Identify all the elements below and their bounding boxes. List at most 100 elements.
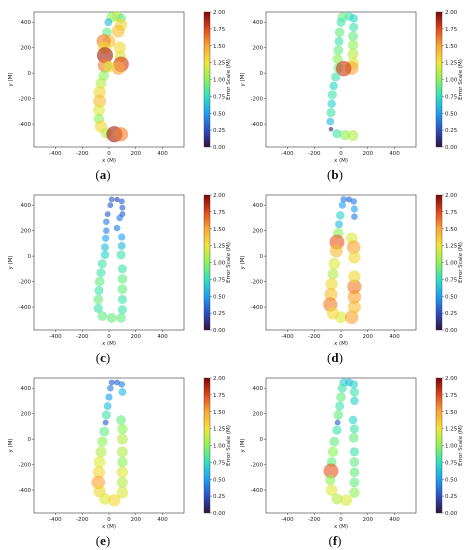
x-tick-label: 400 <box>389 334 400 340</box>
x-tick-label: -200 <box>308 151 321 157</box>
data-point <box>117 264 127 274</box>
data-point <box>335 311 347 324</box>
data-point <box>103 60 115 73</box>
data-point <box>325 474 336 486</box>
data-point <box>331 493 343 505</box>
data-point <box>329 81 338 91</box>
panel-caption: (b) <box>327 167 343 182</box>
x-tick-label: -200 <box>308 517 321 523</box>
data-point <box>118 388 127 396</box>
data-point <box>335 401 345 411</box>
data-point <box>111 61 126 75</box>
data-point <box>116 313 126 323</box>
data-point <box>340 494 353 507</box>
colorbar-tick-label: 1.00 <box>213 78 226 84</box>
data-point <box>338 201 346 209</box>
colorbar-tick-label: 1.50 <box>445 227 458 233</box>
colorbar-tick-label: 0.50 <box>213 294 226 300</box>
scatter-points <box>93 10 129 143</box>
y-tick-label: -400 <box>19 305 32 311</box>
colorbar-tick-label: 1.50 <box>213 227 226 233</box>
data-point <box>349 387 359 397</box>
data-point <box>93 294 104 305</box>
colorbar-tick-label: 1.50 <box>445 410 458 416</box>
data-point <box>348 251 361 264</box>
colorbar-tick-label: 1.50 <box>445 44 458 50</box>
data-point <box>333 410 344 420</box>
data-point <box>93 94 107 108</box>
y-tick-label: -200 <box>251 97 264 103</box>
data-point <box>336 17 346 27</box>
data-point <box>105 393 113 401</box>
data-point <box>113 41 126 54</box>
colorbar-tick-label: 1.75 <box>213 393 226 399</box>
colorbar-tick-label: 2.00 <box>445 193 458 199</box>
data-point <box>107 202 114 209</box>
x-tick-label: -400 <box>49 151 62 157</box>
colorbar-tick-label: 1.00 <box>445 261 458 267</box>
colorbar-tick-label: 0.25 <box>445 128 458 134</box>
colorbar-tick-label: 0.75 <box>213 460 226 466</box>
colorbar-tick-label: 0.50 <box>213 477 226 483</box>
colorbar-tick-label: 2.00 <box>213 376 226 382</box>
y-tick-label: 0 <box>28 254 32 260</box>
colorbar-tick-label: 1.00 <box>445 444 458 450</box>
colorbar-tick-label: 0.50 <box>445 111 458 117</box>
data-point <box>349 457 360 467</box>
plot-area <box>33 194 185 331</box>
data-point <box>335 220 343 229</box>
colorbar-tick-label: 1.25 <box>213 427 226 433</box>
data-point <box>331 72 341 82</box>
y-tick-label: -200 <box>19 463 32 469</box>
data-point <box>116 476 128 488</box>
x-tick-label: 400 <box>389 151 400 157</box>
scatter-points <box>323 196 362 325</box>
data-point <box>117 305 127 315</box>
colorbar-tick-label: 0.75 <box>445 460 458 466</box>
x-tick-label: -200 <box>76 151 89 157</box>
data-point <box>108 196 115 203</box>
data-point <box>117 274 128 284</box>
colorbar-tick-label: 0.50 <box>213 111 226 117</box>
data-point <box>116 486 129 499</box>
x-axis-label: x (M) <box>102 524 116 530</box>
colorbar-tick-label: 2.00 <box>445 376 458 382</box>
data-point <box>97 436 108 447</box>
panel-a: -400 -200 0 200 400 -400 -200 0 200 400 x (M) y (M)… <box>8 10 232 182</box>
data-point <box>349 380 358 389</box>
panel-c: -400 -200 0 200 400 -400 -200 0 200 400 x (M) y (M)… <box>8 193 232 365</box>
data-point <box>325 277 338 291</box>
y-tick-label: 400 <box>253 203 264 209</box>
data-point <box>327 90 337 100</box>
data-point <box>323 463 339 479</box>
colorbar-tick-label: 0.00 <box>445 328 458 334</box>
data-point <box>97 311 108 321</box>
data-point <box>329 436 340 447</box>
x-tick-label: 200 <box>363 151 374 157</box>
y-tick-label: 200 <box>253 229 264 235</box>
x-tick-label: 200 <box>363 517 374 523</box>
x-tick-label: 200 <box>131 151 142 157</box>
data-point <box>101 410 111 420</box>
panel-caption: (c) <box>96 350 110 365</box>
data-point <box>324 287 338 301</box>
x-axis-label: x (M) <box>334 524 348 530</box>
data-point <box>93 86 106 99</box>
x-axis-label: x (M) <box>102 158 116 164</box>
colorbar-tick-label: 1.25 <box>445 61 458 67</box>
data-point <box>93 303 103 313</box>
x-axis-label: x (M) <box>334 158 348 164</box>
y-axis-label: y (M) <box>240 438 246 452</box>
data-point <box>340 196 347 203</box>
scatter-points <box>93 196 128 323</box>
data-point <box>327 99 336 108</box>
data-point <box>328 257 341 270</box>
panel-caption: (a) <box>95 167 110 182</box>
colorbar-tick-label: 1.75 <box>445 210 458 216</box>
data-point <box>103 227 110 234</box>
scatter-points <box>91 379 129 507</box>
y-tick-label: 200 <box>253 46 264 52</box>
x-tick-label: -400 <box>281 151 294 157</box>
data-point <box>337 383 347 393</box>
colorbar <box>435 194 443 331</box>
